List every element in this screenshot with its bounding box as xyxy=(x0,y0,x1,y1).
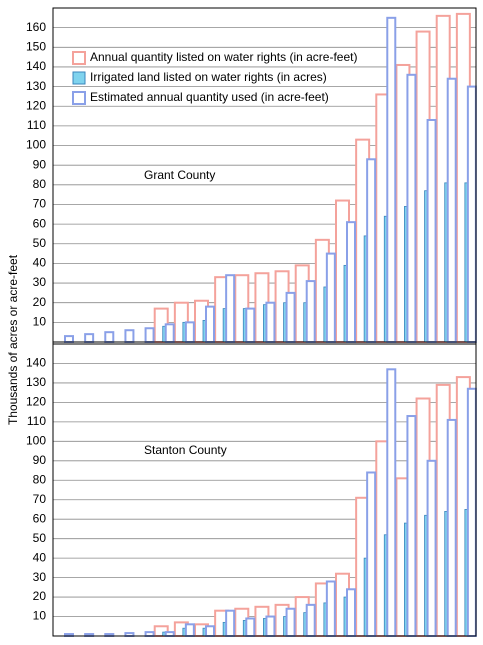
bar xyxy=(305,280,316,343)
bar xyxy=(346,588,356,638)
y-tick-label: 120 xyxy=(26,98,46,112)
bar xyxy=(144,327,155,344)
bar xyxy=(225,274,236,344)
bar xyxy=(386,368,397,637)
y-tick-label: 100 xyxy=(26,434,46,448)
y-tick-label: 40 xyxy=(33,550,47,564)
legend-swatch xyxy=(72,71,86,85)
bar xyxy=(446,77,457,344)
bar xyxy=(205,625,215,637)
bar xyxy=(466,85,477,343)
y-tick-label: 50 xyxy=(33,531,47,545)
y-tick-label: 130 xyxy=(26,375,46,389)
bar xyxy=(386,16,397,344)
legend-swatch xyxy=(72,51,86,65)
y-tick-label: 120 xyxy=(26,395,46,409)
y-tick-label: 60 xyxy=(33,511,47,525)
y-tick-label: 140 xyxy=(26,356,46,370)
y-tick-label: 110 xyxy=(27,414,46,428)
bar xyxy=(466,387,477,638)
legend-label: Irrigated land listed on water rights (i… xyxy=(90,70,327,84)
outer-frame xyxy=(52,7,477,637)
bar xyxy=(124,329,135,343)
y-tick-label: 40 xyxy=(33,256,47,270)
bar xyxy=(104,331,115,344)
bar xyxy=(64,335,74,344)
y-tick-label: 10 xyxy=(33,315,47,329)
bar xyxy=(265,615,276,637)
bar xyxy=(285,291,296,343)
y-tick-label: 110 xyxy=(27,118,46,132)
y-axis-label: Thousands of acres or acre-feet xyxy=(6,254,20,425)
y-tick-label: 30 xyxy=(33,275,47,289)
y-tick-label: 20 xyxy=(33,589,47,603)
y-tick-label: 90 xyxy=(33,157,47,171)
y-tick-label: 20 xyxy=(33,295,47,309)
y-tick-label: 160 xyxy=(26,20,46,34)
y-tick-label: 10 xyxy=(33,609,47,623)
bar xyxy=(84,333,95,343)
bar xyxy=(406,73,417,344)
bar xyxy=(184,623,195,638)
bar xyxy=(285,607,296,637)
legend-label: Annual quantity listed on water rights (… xyxy=(90,50,357,64)
y-tick-label: 50 xyxy=(33,236,47,250)
bar xyxy=(366,471,377,638)
bar xyxy=(346,221,356,343)
y-tick-label: 150 xyxy=(26,39,46,53)
y-tick-label: 80 xyxy=(33,177,47,191)
y-tick-label: 90 xyxy=(33,453,47,467)
bar xyxy=(164,323,175,344)
bar xyxy=(426,459,437,637)
bar xyxy=(446,418,457,638)
bar xyxy=(245,617,256,637)
y-tick-label: 70 xyxy=(33,197,47,211)
legend-label: Estimated annual quantity used (in acre-… xyxy=(90,90,329,104)
y-tick-label: 70 xyxy=(33,492,47,506)
bar xyxy=(305,603,316,637)
y-tick-label: 80 xyxy=(33,472,47,486)
annotation: Stanton County xyxy=(144,443,227,457)
bar xyxy=(325,252,336,344)
bar xyxy=(184,321,195,343)
y-tick-label: 60 xyxy=(33,216,47,230)
y-tick-label: 140 xyxy=(26,59,46,73)
bar xyxy=(205,305,215,343)
legend-swatch xyxy=(72,91,86,105)
bar xyxy=(426,118,437,343)
bar xyxy=(265,301,276,343)
bar xyxy=(406,415,417,637)
y-tick-label: 100 xyxy=(26,138,46,152)
bar xyxy=(144,631,155,638)
bar xyxy=(245,307,256,344)
y-tick-label: 130 xyxy=(26,79,46,93)
bar xyxy=(366,158,377,343)
bar xyxy=(164,631,175,638)
y-tick-label: 30 xyxy=(33,570,47,584)
bar xyxy=(225,609,236,638)
annotation: Grant County xyxy=(144,168,215,182)
bar xyxy=(325,580,336,638)
